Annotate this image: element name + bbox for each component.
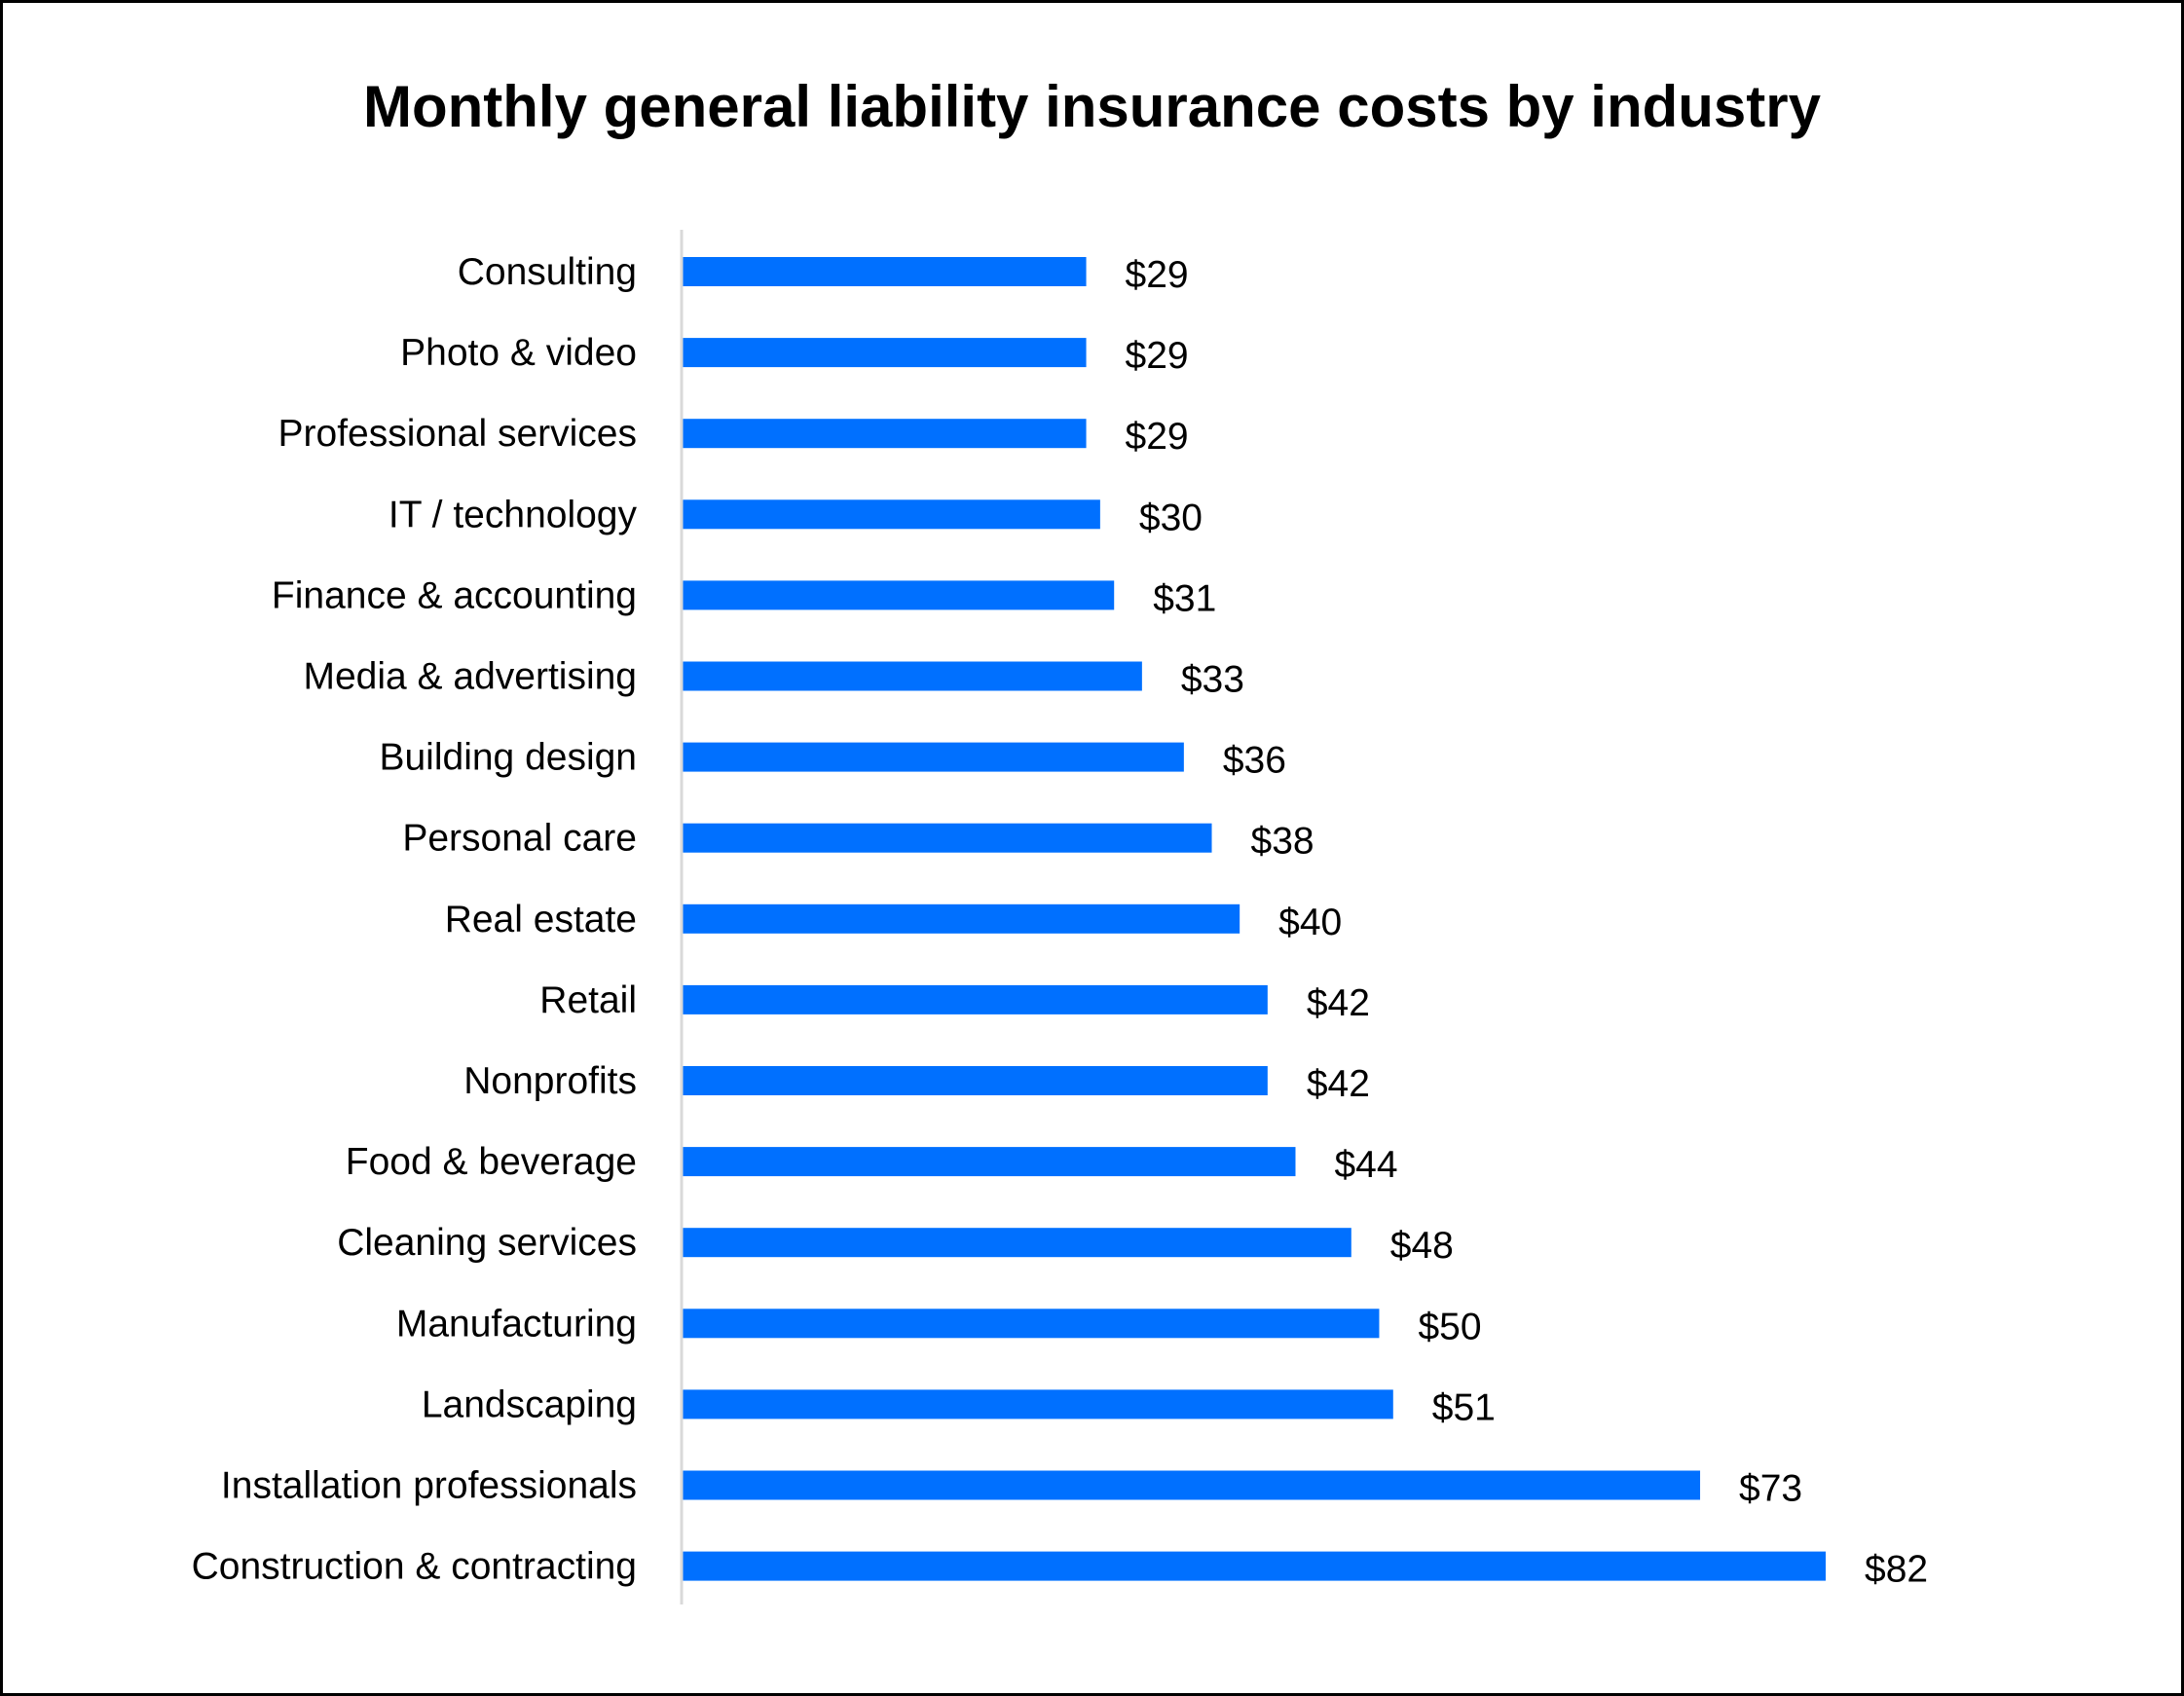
bar — [682, 1389, 1393, 1419]
data-label: $38 — [1251, 821, 1314, 863]
bar — [682, 580, 1115, 610]
category-label: Building design — [379, 737, 637, 779]
data-label: $36 — [1223, 740, 1286, 782]
data-label: $50 — [1418, 1306, 1481, 1347]
data-label: $44 — [1334, 1144, 1397, 1186]
bar — [682, 1066, 1268, 1095]
category-label: Personal care — [402, 818, 637, 860]
category-label: Landscaping — [422, 1383, 637, 1425]
bar — [682, 661, 1142, 691]
category-label: Real estate — [445, 899, 637, 940]
data-label: $29 — [1126, 254, 1189, 296]
bar — [682, 1470, 1701, 1500]
data-label: $31 — [1153, 577, 1216, 619]
bar — [682, 419, 1087, 449]
category-label: IT / technology — [389, 494, 638, 535]
data-label: $29 — [1126, 416, 1189, 458]
category-label: Cleaning services — [337, 1222, 637, 1264]
category-label: Installation professionals — [221, 1465, 637, 1507]
data-label: $48 — [1390, 1225, 1454, 1267]
data-label: $73 — [1739, 1468, 1802, 1510]
category-label: Finance & accounting — [272, 574, 637, 616]
bar — [682, 823, 1212, 853]
bar — [682, 1228, 1351, 1258]
data-label: $29 — [1126, 335, 1189, 377]
category-label: Media & advertising — [303, 656, 637, 698]
data-label: $82 — [1865, 1549, 1928, 1591]
category-label: Food & beverage — [346, 1141, 637, 1183]
data-label: $42 — [1307, 1063, 1370, 1105]
bar-chart: Consulting $29 Photo & video $29 Professiona… — [192, 230, 1928, 1604]
bar — [682, 984, 1268, 1014]
category-label: Manufacturing — [396, 1303, 637, 1345]
bar — [682, 1309, 1380, 1339]
bar — [682, 1551, 1826, 1581]
category-label: Consulting — [458, 251, 637, 293]
bar — [682, 742, 1184, 772]
chart-title: Monthly general liability insurance cost… — [362, 74, 1821, 139]
data-label: $40 — [1278, 902, 1342, 943]
bar — [682, 499, 1100, 530]
data-label: $51 — [1432, 1386, 1496, 1428]
bar — [682, 903, 1240, 934]
data-label: $30 — [1139, 497, 1203, 538]
data-label: $33 — [1181, 659, 1244, 701]
bar — [682, 1147, 1296, 1177]
category-label: Construction & contracting — [192, 1546, 637, 1588]
bar — [682, 257, 1087, 286]
category-label: Nonprofits — [463, 1060, 637, 1102]
data-label: $42 — [1307, 982, 1370, 1024]
category-label: Retail — [539, 979, 637, 1021]
bar — [682, 338, 1087, 368]
category-label: Professional services — [278, 413, 637, 455]
category-label: Photo & video — [400, 332, 637, 374]
